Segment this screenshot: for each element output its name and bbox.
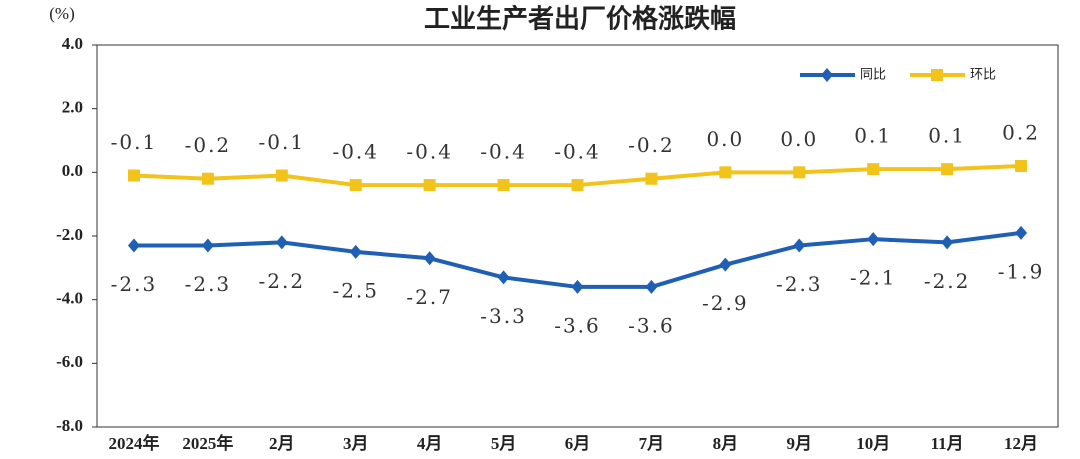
point bbox=[349, 244, 362, 259]
data-label: -2.2 bbox=[259, 269, 306, 293]
point bbox=[645, 172, 658, 185]
data-label: -2.1 bbox=[850, 266, 897, 290]
point bbox=[349, 179, 362, 192]
x-tick-label: 12月 bbox=[1004, 434, 1038, 453]
data-label: -1.9 bbox=[998, 259, 1045, 283]
x-tick-label: 10月 bbox=[856, 434, 890, 453]
data-label: -0.1 bbox=[259, 130, 306, 154]
point bbox=[941, 163, 954, 176]
point bbox=[127, 238, 140, 253]
x-tick-label: 8月 bbox=[713, 434, 739, 453]
y-tick-label: -8.0 bbox=[56, 416, 83, 435]
x-tick-label: 7月 bbox=[639, 434, 665, 453]
data-label: 0.1 bbox=[854, 124, 892, 148]
data-label: -0.4 bbox=[332, 140, 379, 164]
x-tick-label: 6月 bbox=[565, 434, 591, 453]
data-label: 0.0 bbox=[780, 127, 818, 151]
data-label: -0.1 bbox=[111, 130, 158, 154]
data-label: -2.5 bbox=[332, 278, 379, 302]
plot-frame bbox=[96, 44, 1059, 428]
point bbox=[423, 251, 436, 266]
x-tick-label: 11月 bbox=[931, 434, 964, 453]
data-label: -2.2 bbox=[924, 269, 971, 293]
point bbox=[941, 235, 954, 250]
data-label: -2.3 bbox=[776, 272, 823, 296]
legend-marker bbox=[931, 69, 943, 81]
point bbox=[571, 279, 584, 294]
point bbox=[201, 238, 214, 253]
x-tick-label: 2月 bbox=[269, 434, 295, 453]
y-tick-label: -2.0 bbox=[56, 225, 83, 244]
y-tick-label: 2.0 bbox=[62, 98, 83, 117]
data-label: -0.4 bbox=[406, 140, 453, 164]
data-label: -0.4 bbox=[480, 140, 527, 164]
point bbox=[497, 270, 510, 285]
point bbox=[127, 169, 140, 182]
data-label: 0.1 bbox=[928, 124, 966, 148]
x-tick-label: 5月 bbox=[491, 434, 517, 453]
x-tick-label: 3月 bbox=[343, 434, 369, 453]
x-tick-label: 4月 bbox=[417, 434, 443, 453]
data-label: 0.2 bbox=[1002, 120, 1040, 144]
x-tick-label: 2024年 bbox=[108, 433, 159, 453]
data-label: 0.0 bbox=[706, 127, 744, 151]
data-label: -0.2 bbox=[628, 133, 675, 157]
data-label: -3.6 bbox=[554, 313, 601, 337]
data-label: -0.4 bbox=[554, 140, 601, 164]
point bbox=[423, 179, 436, 192]
y-tick-label: 0.0 bbox=[62, 161, 83, 180]
legend-label: 环比 bbox=[970, 68, 996, 83]
chart-title: 工业生产者出厂价格涨跌幅 bbox=[424, 4, 736, 35]
x-tick-label: 2025年 bbox=[182, 433, 233, 453]
point bbox=[201, 172, 214, 185]
point bbox=[719, 166, 732, 179]
data-label: -2.9 bbox=[702, 291, 749, 315]
point bbox=[1015, 159, 1028, 172]
point bbox=[867, 163, 880, 176]
y-tick-label: 4.0 bbox=[62, 34, 83, 53]
data-label: -2.7 bbox=[406, 285, 453, 309]
point bbox=[719, 257, 732, 272]
data-label: -2.3 bbox=[111, 272, 158, 296]
y-tick-label: -4.0 bbox=[56, 289, 83, 308]
point bbox=[275, 169, 288, 182]
legend-marker bbox=[821, 68, 833, 82]
point bbox=[1015, 225, 1028, 240]
y-tick-label: -6.0 bbox=[56, 352, 83, 371]
point bbox=[793, 166, 806, 179]
data-label: -3.3 bbox=[480, 304, 527, 328]
point bbox=[645, 279, 658, 294]
data-label: -0.2 bbox=[185, 133, 232, 157]
data-label: -3.6 bbox=[628, 313, 675, 337]
point bbox=[497, 179, 510, 192]
point bbox=[275, 235, 288, 250]
legend-label: 同比 bbox=[860, 68, 886, 83]
y-unit: (%) bbox=[49, 4, 74, 23]
point bbox=[793, 238, 806, 253]
x-tick-label: 9月 bbox=[787, 434, 813, 453]
point bbox=[867, 232, 880, 247]
data-label: -2.3 bbox=[185, 272, 232, 296]
point bbox=[571, 179, 584, 192]
